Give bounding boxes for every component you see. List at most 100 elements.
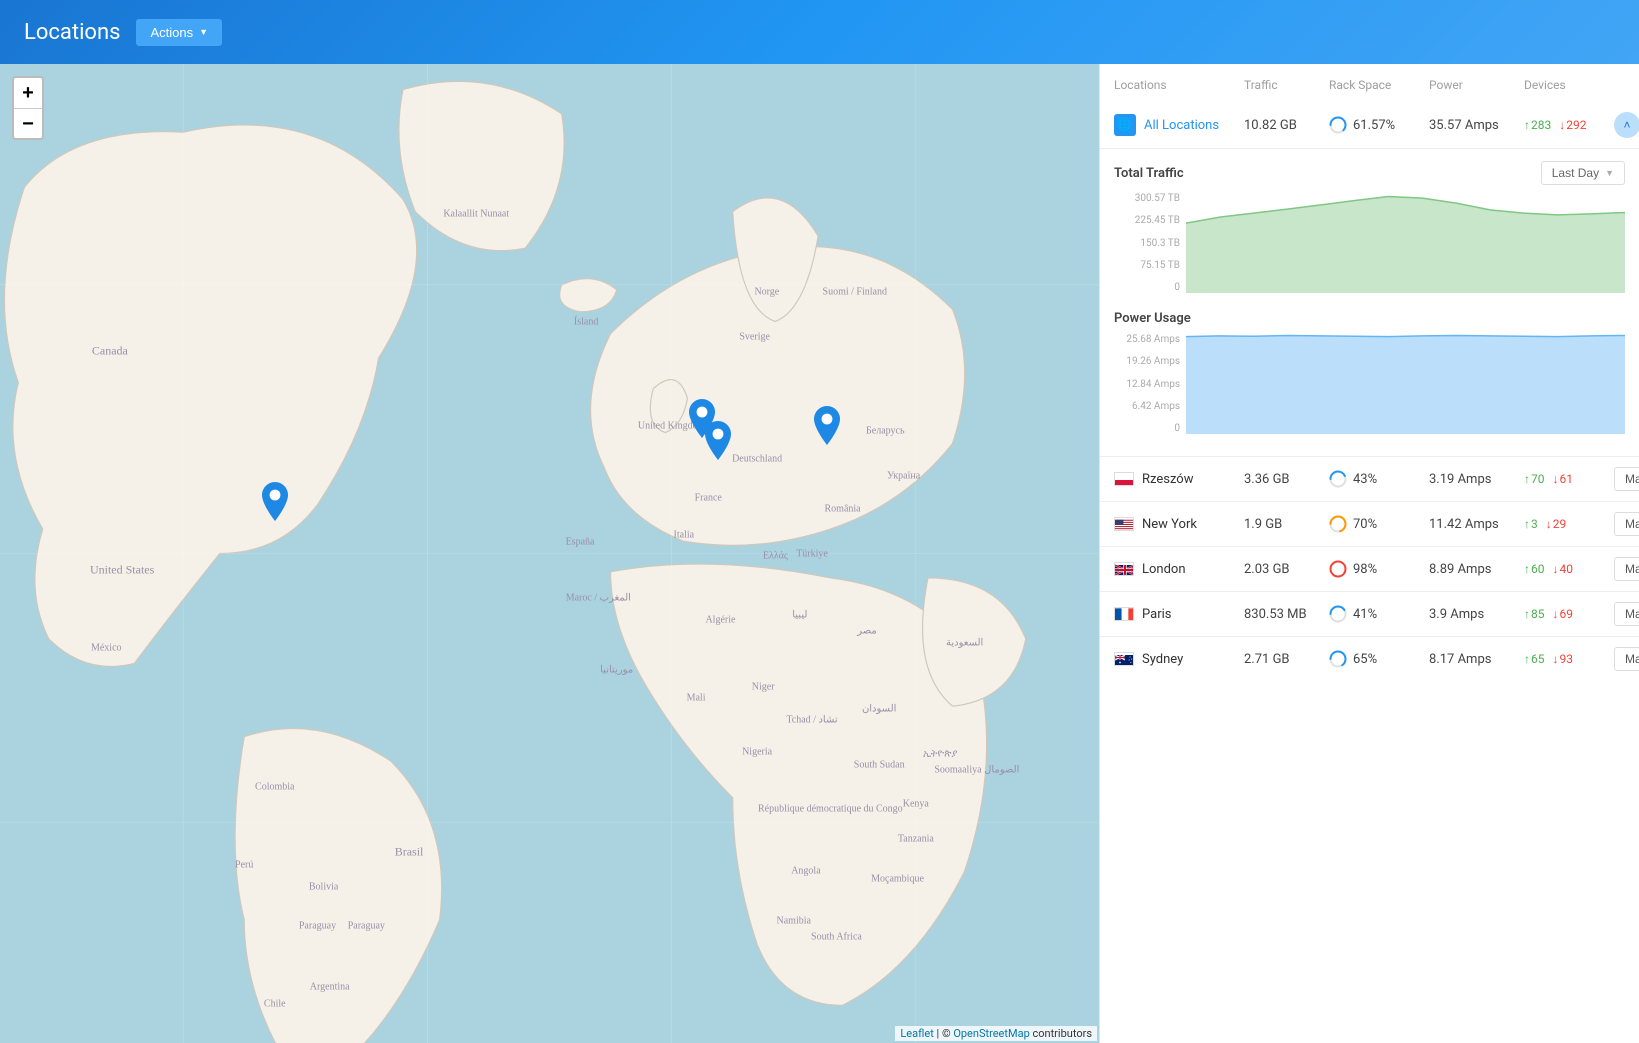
manage-button[interactable]: Manage: [1614, 602, 1639, 626]
location-rows: Rzeszów3.36 GB43%3.19 Amps7061Manage˅ New…: [1100, 456, 1639, 681]
location-name: New York: [1142, 517, 1197, 532]
col-traffic: Traffic: [1244, 78, 1329, 92]
map-label: ليبيا: [792, 609, 807, 620]
map-label: Angola: [791, 865, 820, 876]
location-row: New York1.9 GB70%11.42 Amps329Manage˅: [1100, 501, 1639, 546]
map-label: Deutschland: [732, 453, 782, 464]
map-label: Maroc / المغرب: [566, 593, 631, 604]
column-headers: Locations Traffic Rack Space Power Devic…: [1100, 64, 1639, 102]
map-label: United States: [90, 563, 154, 578]
leaflet-link[interactable]: Leaflet: [900, 1027, 933, 1040]
actions-dropdown-button[interactable]: Actions ▼: [136, 19, 222, 46]
globe-icon: 🌐: [1114, 114, 1136, 136]
map-label: Norge: [754, 287, 779, 298]
row-dev-down: 69: [1553, 607, 1574, 621]
map-label: Беларусь: [866, 426, 904, 437]
zoom-in-button[interactable]: +: [14, 78, 42, 108]
period-select[interactable]: Last Day ▼: [1541, 161, 1625, 185]
row-dev-up: 3: [1524, 517, 1538, 531]
map-label: Mali: [687, 693, 706, 704]
power-y-axis: 25.68 Amps19.26 Amps12.84 Amps6.42 Amps0: [1114, 334, 1186, 434]
map-label: السعودية: [946, 637, 983, 648]
map-label: Paraguay: [299, 921, 336, 932]
location-name: London: [1142, 562, 1186, 577]
row-rack: 98%: [1329, 560, 1429, 578]
row-rack: 70%: [1329, 515, 1429, 533]
map-label: السودان: [862, 704, 897, 715]
summary-dev-down: 292: [1559, 118, 1586, 132]
row-power: 3.19 Amps: [1429, 472, 1524, 487]
summary-traffic: 10.82 GB: [1244, 118, 1329, 133]
map-pin[interactable]: [262, 482, 288, 520]
map-label: Niger: [752, 682, 775, 693]
osm-link[interactable]: OpenStreetMap: [953, 1027, 1029, 1040]
map-pin[interactable]: [705, 421, 731, 459]
collapse-button[interactable]: ˄: [1614, 112, 1639, 138]
flag-icon: [1114, 517, 1134, 531]
map-label: موريتانيا: [600, 665, 633, 676]
manage-button[interactable]: Manage: [1614, 467, 1639, 491]
flag-icon: [1114, 562, 1134, 576]
row-power: 11.42 Amps: [1429, 517, 1524, 532]
zoom-out-button[interactable]: −: [14, 108, 42, 138]
page-header: Locations Actions ▼: [0, 0, 1639, 64]
actions-label: Actions: [150, 25, 193, 40]
row-traffic: 2.03 GB: [1244, 562, 1329, 577]
map-label: ኢትዮጵያ: [923, 748, 957, 759]
map-label: South Sudan: [854, 759, 905, 770]
map-label: Türkiye: [796, 548, 828, 559]
map-label: Colombia: [255, 782, 294, 793]
map-label: Namibia: [777, 915, 811, 926]
all-locations-link[interactable]: All Locations: [1144, 118, 1219, 133]
col-power: Power: [1429, 78, 1524, 92]
row-dev-up: 65: [1524, 652, 1545, 666]
chevron-up-icon: ˄: [1623, 118, 1630, 132]
location-name: Sydney: [1142, 652, 1183, 667]
flag-icon: [1114, 472, 1134, 486]
map-label: Україна: [887, 470, 920, 481]
row-dev-down: 29: [1546, 517, 1567, 531]
location-row: Rzeszów3.36 GB43%3.19 Amps7061Manage˅: [1100, 456, 1639, 501]
manage-button[interactable]: Manage: [1614, 557, 1639, 581]
world-map: [0, 64, 1099, 1043]
row-power: 8.89 Amps: [1429, 562, 1524, 577]
map-label: Bolivia: [309, 882, 338, 893]
summary-panel: Locations Traffic Rack Space Power Devic…: [1099, 64, 1639, 1043]
row-dev-up: 85: [1524, 607, 1545, 621]
flag-icon: [1114, 652, 1134, 666]
map-attribution: Leaflet | © OpenStreetMap contributors: [895, 1026, 1097, 1041]
map-label: South Africa: [811, 932, 862, 943]
manage-button[interactable]: Manage: [1614, 647, 1639, 671]
row-dev-down: 93: [1553, 652, 1574, 666]
col-locations: Locations: [1114, 78, 1244, 92]
map-label: Tchad / تشاد: [786, 715, 837, 726]
map-panel[interactable]: CanadaUnited StatesMéxicoColombiaPerúBol…: [0, 64, 1099, 1043]
row-traffic: 1.9 GB: [1244, 517, 1329, 532]
map-label: España: [566, 537, 595, 548]
map-label: México: [91, 643, 122, 654]
summary-power: 35.57 Amps: [1429, 118, 1524, 133]
map-label: Suomi / Finland: [823, 287, 887, 298]
row-power: 3.9 Amps: [1429, 607, 1524, 622]
map-label: Canada: [92, 344, 128, 359]
power-chart-block: Power Usage 25.68 Amps19.26 Amps12.84 Am…: [1114, 311, 1625, 434]
flag-icon: [1114, 607, 1134, 621]
map-label: Moçambique: [871, 874, 924, 885]
map-label: Sverige: [739, 331, 770, 342]
gauge-icon: [1329, 116, 1347, 134]
manage-button[interactable]: Manage: [1614, 512, 1639, 536]
row-traffic: 2.71 GB: [1244, 652, 1329, 667]
map-label: Paraguay: [348, 921, 385, 932]
power-chart: [1186, 334, 1625, 434]
map-label: Soomaaliya الصومال: [934, 765, 1019, 776]
map-label: Algérie: [705, 615, 735, 626]
row-traffic: 3.36 GB: [1244, 472, 1329, 487]
map-label: Kenya: [903, 798, 929, 809]
map-pin[interactable]: [814, 406, 840, 444]
row-rack: 41%: [1329, 605, 1429, 623]
row-dev-down: 40: [1553, 562, 1574, 576]
row-power: 8.17 Amps: [1429, 652, 1524, 667]
map-label: România: [825, 504, 861, 515]
all-locations-row: 🌐 All Locations 10.82 GB 61.57% 35.57 Am…: [1100, 102, 1639, 149]
zoom-control: + −: [12, 76, 44, 140]
